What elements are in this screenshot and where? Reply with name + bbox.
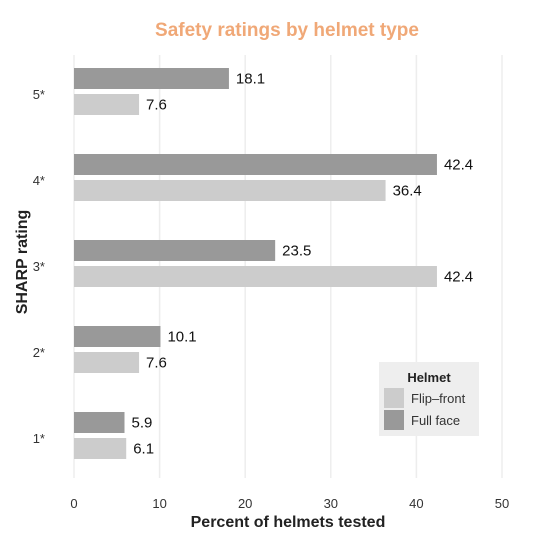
bar-flip-front [74, 266, 437, 287]
x-tick-label: 0 [70, 496, 77, 511]
y-tick-label: 3* [33, 259, 45, 274]
data-label: 36.4 [393, 183, 422, 200]
data-labels: 18.17.642.436.423.542.410.17.65.96.1 [132, 71, 474, 458]
y-tick-label: 4* [33, 173, 45, 188]
data-label: 5.9 [132, 415, 153, 432]
x-axis-title: Percent of helmets tested [191, 514, 386, 531]
legend-label-flip-front: Flip–front [411, 391, 466, 406]
data-label: 6.1 [133, 441, 154, 458]
chart-title: Safety ratings by helmet type [155, 20, 419, 41]
bar-full-face [74, 412, 125, 433]
legend: Helmet Flip–front Full face [379, 362, 479, 436]
data-label: 18.1 [236, 71, 265, 88]
bar-full-face [74, 326, 161, 347]
bar-flip-front [74, 94, 140, 115]
data-label: 7.6 [146, 355, 167, 372]
x-tick-label: 10 [152, 496, 166, 511]
bars [74, 68, 437, 459]
data-label: 7.6 [146, 97, 167, 114]
data-label: 10.1 [167, 329, 196, 346]
bar-flip-front [74, 352, 140, 373]
legend-title: Helmet [407, 370, 451, 385]
y-tick-label: 1* [33, 431, 45, 446]
y-tick-label: 5* [33, 87, 45, 102]
bar-full-face [74, 68, 229, 89]
data-label: 42.4 [444, 269, 473, 286]
bar-flip-front [74, 438, 127, 459]
x-tick-label: 40 [409, 496, 423, 511]
y-axis-title: SHARP rating [14, 210, 31, 315]
legend-swatch-full-face [384, 410, 404, 430]
legend-swatch-flip-front [384, 388, 404, 408]
bar-full-face [74, 154, 437, 175]
y-tick-label: 2* [33, 345, 45, 360]
bar-flip-front [74, 180, 386, 201]
x-tick-label: 50 [495, 496, 509, 511]
data-label: 23.5 [282, 243, 311, 260]
bar-full-face [74, 240, 276, 261]
legend-label-full-face: Full face [411, 413, 460, 428]
x-tick-label: 20 [238, 496, 252, 511]
data-label: 42.4 [444, 157, 473, 174]
x-tick-label: 30 [324, 496, 338, 511]
ticks: 0 10 20 30 40 50 5* 4* 3* 2* 1* [33, 87, 510, 511]
